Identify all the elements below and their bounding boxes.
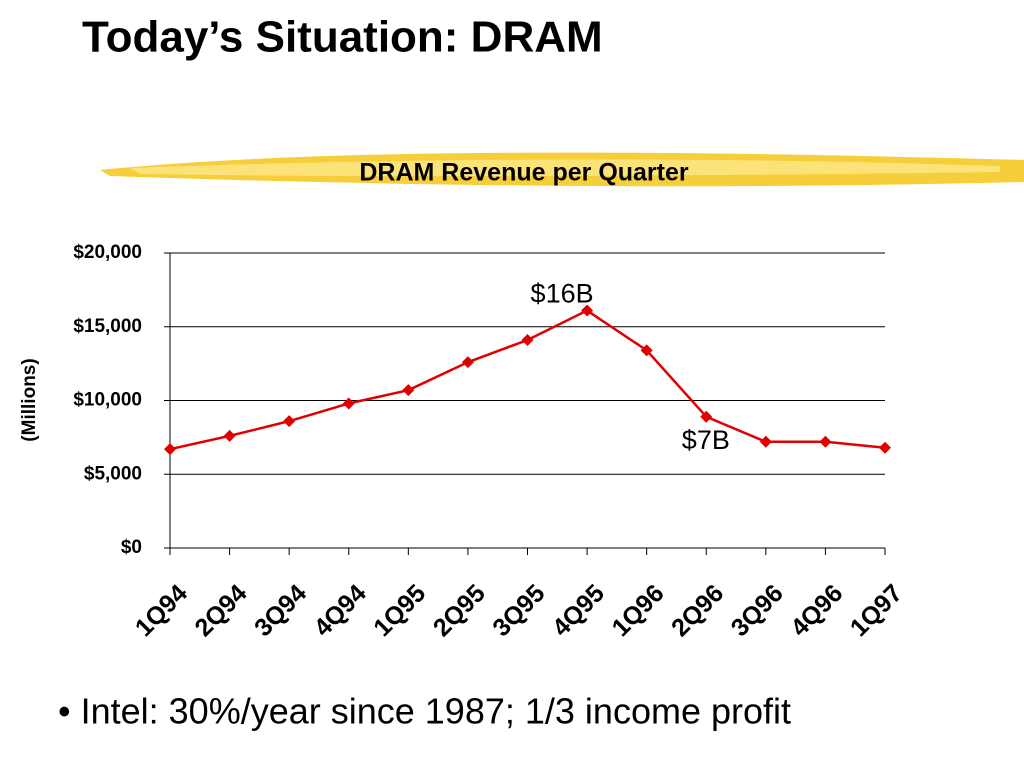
y-axis-label: (Millions) [19, 358, 40, 441]
x-tick-label: 1Q95 [368, 579, 431, 642]
x-tick-label: 4Q94 [309, 579, 372, 642]
x-tick-label: 2Q95 [428, 579, 491, 642]
highlight-stroke [130, 159, 1000, 177]
y-tick-label: $5,000 [84, 463, 142, 484]
x-tick-label: 1Q96 [607, 579, 670, 642]
series-line [169, 309, 886, 451]
y-tick-label: $10,000 [73, 390, 142, 411]
data-point [342, 397, 355, 410]
data-point [879, 441, 891, 454]
data-point [521, 334, 534, 347]
data-point [164, 443, 176, 456]
data-point [700, 410, 713, 423]
y-tick-label: $0 [121, 537, 142, 558]
x-tick-label: 1Q97 [845, 579, 908, 642]
data-point [283, 415, 296, 428]
x-tick-label: 3Q95 [487, 579, 550, 642]
x-tick-label: 2Q96 [666, 579, 729, 642]
y-tick-label: $20,000 [73, 242, 142, 263]
data-point [759, 435, 772, 448]
x-tick-label: 1Q94 [130, 579, 193, 642]
x-tick-label: 3Q96 [726, 579, 789, 642]
annotation: $7B [682, 425, 730, 455]
data-point [402, 384, 415, 397]
slide-title: Today’s Situation: DRAM [82, 13, 603, 62]
x-tick-label: 4Q95 [547, 579, 610, 642]
chart-title: DRAM Revenue per Quarter [359, 159, 689, 187]
x-tick-label: 4Q96 [785, 579, 848, 642]
data-point [461, 356, 474, 369]
data-point [223, 429, 236, 442]
x-tick-label: 2Q94 [189, 579, 252, 642]
y-tick-label: $15,000 [73, 316, 142, 337]
data-point [819, 435, 832, 448]
annotation: $16B [531, 279, 594, 309]
data-point [640, 344, 653, 357]
bullet: • Intel: 30%/year since 1987; 1/3 income… [58, 691, 791, 732]
data-point [581, 304, 594, 317]
x-tick-label: 3Q94 [249, 579, 312, 642]
